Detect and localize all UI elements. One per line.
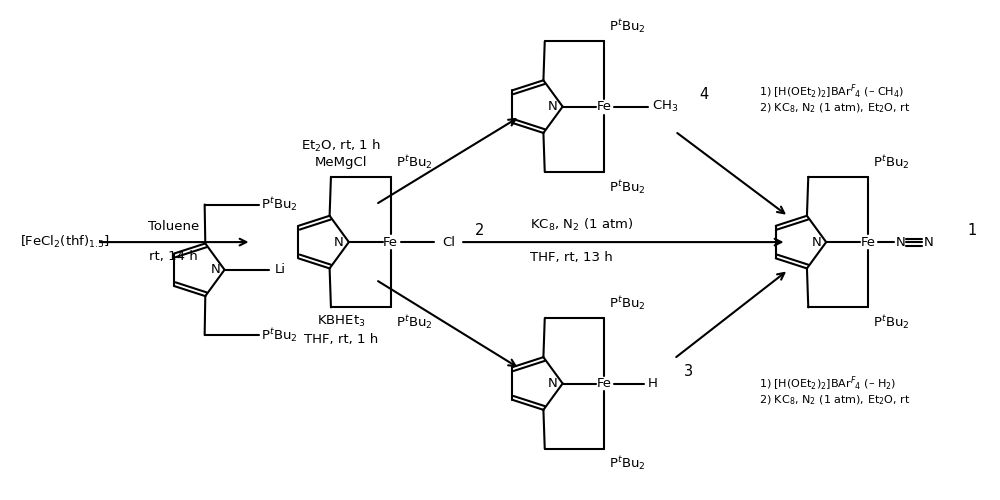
Text: H: H [648,377,658,390]
Text: P$^t$Bu$_2$: P$^t$Bu$_2$ [873,153,910,171]
Text: CH$_3$: CH$_3$ [652,99,679,114]
Text: 1: 1 [967,222,977,238]
Text: P$^t$Bu$_2$: P$^t$Bu$_2$ [261,326,298,344]
Text: 2: 2 [475,222,485,238]
Text: P$^t$Bu$_2$: P$^t$Bu$_2$ [609,294,646,312]
Text: Cl: Cl [442,236,455,248]
Text: P$^t$Bu$_2$: P$^t$Bu$_2$ [396,153,432,171]
Text: N: N [811,236,821,248]
Text: N: N [211,264,221,276]
Text: 1) [H(OEt$_2$)$_2$]BAr$^F$$_4$ (– CH$_4$): 1) [H(OEt$_2$)$_2$]BAr$^F$$_4$ (– CH$_4$… [759,82,904,101]
Text: P$^t$Bu$_2$: P$^t$Bu$_2$ [873,314,910,331]
Text: Fe: Fe [383,236,398,248]
Text: N: N [924,236,933,248]
Text: N: N [548,100,558,113]
Text: Li: Li [274,264,285,276]
Text: 2) KC$_8$, N$_2$ (1 atm), Et$_2$O, rt: 2) KC$_8$, N$_2$ (1 atm), Et$_2$O, rt [759,102,910,116]
Text: 4: 4 [699,87,708,102]
Text: Toluene: Toluene [148,220,199,233]
Text: Fe: Fe [860,236,875,248]
Text: THF, rt, 1 h: THF, rt, 1 h [304,332,378,345]
Text: P$^t$Bu$_2$: P$^t$Bu$_2$ [261,196,298,214]
Text: 3: 3 [684,364,693,379]
Text: KBHEt$_3$: KBHEt$_3$ [317,314,365,329]
Text: Fe: Fe [597,377,612,390]
Text: THF, rt, 13 h: THF, rt, 13 h [530,252,613,264]
Text: 2) KC$_8$, N$_2$ (1 atm), Et$_2$O, rt: 2) KC$_8$, N$_2$ (1 atm), Et$_2$O, rt [759,394,910,407]
Text: 1) [H(OEt$_2$)$_2$]BAr$^F$$_4$ (– H$_2$): 1) [H(OEt$_2$)$_2$]BAr$^F$$_4$ (– H$_2$) [759,374,896,392]
Text: N: N [896,236,906,248]
Text: P$^t$Bu$_2$: P$^t$Bu$_2$ [609,18,646,36]
Text: P$^t$Bu$_2$: P$^t$Bu$_2$ [609,454,646,472]
Text: Et$_2$O, rt, 1 h: Et$_2$O, rt, 1 h [301,138,381,154]
Text: P$^t$Bu$_2$: P$^t$Bu$_2$ [609,178,646,196]
Text: P$^t$Bu$_2$: P$^t$Bu$_2$ [396,314,432,331]
Text: KC$_8$, N$_2$ (1 atm): KC$_8$, N$_2$ (1 atm) [530,217,633,234]
Text: rt, 14 h: rt, 14 h [149,250,198,264]
Text: [FeCl$_2$(thf)$_{1.5}$]: [FeCl$_2$(thf)$_{1.5}$] [20,234,110,250]
Text: N: N [548,377,558,390]
Text: N: N [334,236,344,248]
Text: MeMgCl: MeMgCl [315,156,367,170]
Text: Fe: Fe [597,100,612,113]
